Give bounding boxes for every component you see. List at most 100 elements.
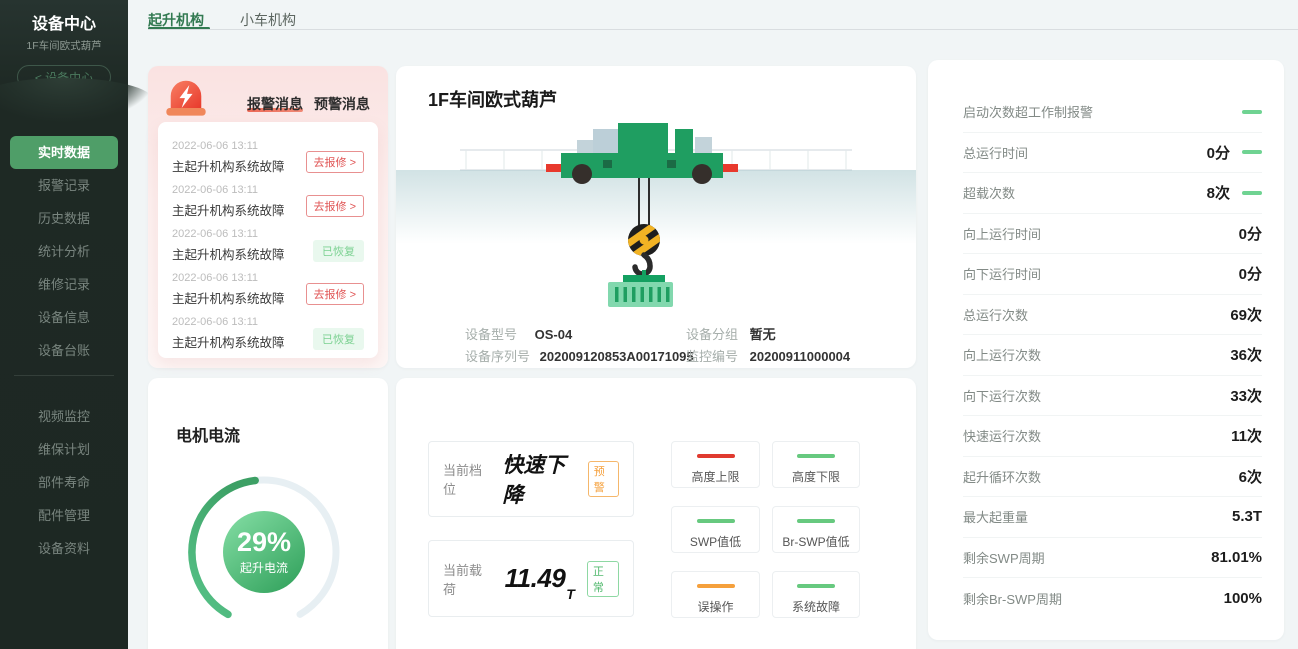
stats-label: 向下运行次数 xyxy=(963,388,1042,404)
tab-warning-messages[interactable]: 预警消息 xyxy=(314,96,370,112)
tab-hoist-mechanism[interactable]: 起升机构 xyxy=(148,12,204,28)
device-panel: 1F车间欧式葫芦 xyxy=(396,66,916,368)
sidebar-item-maintenance-plan[interactable]: 维保计划 xyxy=(37,442,90,457)
go-repair-button[interactable]: 去报修 > xyxy=(305,151,364,173)
status-tile-swp-low: SWP值低 xyxy=(671,506,760,553)
stats-label: 总运行次数 xyxy=(963,307,1029,323)
status-bar xyxy=(696,454,735,458)
status-bar xyxy=(797,519,835,523)
restored-badge: 已恢复 xyxy=(313,328,364,350)
tab-trolley-mechanism[interactable]: 小车机构 xyxy=(240,12,296,28)
status-tile-height-upper-limit: 高度上限 xyxy=(671,441,760,488)
stats-value: 0分 xyxy=(1238,225,1262,243)
stats-value: 36次 xyxy=(1230,347,1262,365)
stats-label: 启动次数超工作制报警 xyxy=(963,105,1094,121)
hoist-current-gauge xyxy=(188,476,340,619)
stats-label: 向上运行次数 xyxy=(963,348,1042,364)
sidebar-menu: 实时数据 报警记录 历史数据 统计分析 维修记录 设备信息 设备台账 视频监控 … xyxy=(0,136,128,565)
sidebar-item-history-data[interactable]: 历史数据 xyxy=(37,211,90,226)
alarm-list-item: 2022-06-06 13:11 主起升机构系统故障 去报修 > xyxy=(172,272,366,316)
stats-rows: 启动次数超工作制报警 总运行时间 0分 超载次数 8次 向上运行时间 0分 向下… xyxy=(963,92,1262,619)
hoist-crane-illustration xyxy=(396,123,916,307)
device-model-value: OS-04 xyxy=(534,327,573,342)
stats-value: 6次 xyxy=(1238,468,1262,486)
status-tile-label: Br-SWP值低 xyxy=(782,535,850,549)
status-tile-label: 高度上限 xyxy=(691,470,740,484)
restored-badge: 已恢复 xyxy=(313,240,364,262)
stats-value: 100% xyxy=(1223,589,1262,607)
status-tile-misoperation: 误操作 xyxy=(671,571,760,618)
stats-row: 向下运行时间 0分 xyxy=(963,254,1262,295)
stats-label: 最大起重量 xyxy=(963,510,1029,526)
sidebar-menu-secondary: 视频监控 维保计划 部件寿命 配件管理 设备资料 xyxy=(0,400,128,565)
tab-alarm-messages[interactable]: 报警消息 xyxy=(247,96,303,112)
run-statistics-panel: 启动次数超工作制报警 总运行时间 0分 超载次数 8次 向上运行时间 0分 向下… xyxy=(928,60,1284,640)
alarm-list-item: 2022-06-06 13:11 主起升机构系统故障 已恢复 xyxy=(172,316,366,358)
motor-current-panel: 电机电流 29% 起升电流 xyxy=(148,378,388,649)
sidebar-item-alarm-records[interactable]: 报警记录 xyxy=(37,178,90,193)
stats-label: 快速运行次数 xyxy=(963,429,1042,445)
sidebar-item-repair-records[interactable]: 维修记录 xyxy=(37,277,90,292)
go-repair-button[interactable]: 去报修 > xyxy=(305,195,364,217)
alarm-text: 主起升机构系统故障 xyxy=(172,292,285,306)
alarm-tab-underline xyxy=(247,108,303,112)
stats-label: 向上运行时间 xyxy=(963,226,1042,242)
sidebar-item-spare-parts[interactable]: 配件管理 xyxy=(37,508,90,523)
current-gear-box: 当前档位 快速下降 预警 xyxy=(428,441,634,517)
stats-row: 快速运行次数 11次 xyxy=(963,416,1262,457)
sidebar-item-realtime-data[interactable]: 实时数据 xyxy=(10,136,118,169)
normal-badge: 正常 xyxy=(586,560,619,597)
stats-row: 向下运行次数 33次 xyxy=(963,376,1262,416)
stats-row: 最大起重量 5.3T xyxy=(963,497,1262,538)
stats-value: 5.3T xyxy=(1231,508,1262,526)
sidebar-item-device-info[interactable]: 设备信息 xyxy=(37,310,90,325)
current-gear-label: 当前档位 xyxy=(443,463,483,497)
active-tab-underline xyxy=(148,27,210,30)
alarm-list: 2022-06-06 13:11 主起升机构系统故障 去报修 > 2022-06… xyxy=(158,122,378,358)
status-tile-br-swp-low: Br-SWP值低 xyxy=(772,506,860,553)
stats-row: 剩余Br-SWP周期 100% xyxy=(963,578,1262,619)
stats-row: 向上运行时间 0分 xyxy=(963,214,1262,254)
gauge-percent: 29% xyxy=(236,526,292,557)
alarm-time: 2022-06-06 13:11 xyxy=(172,272,259,284)
stats-label: 总运行时间 xyxy=(963,145,1029,161)
green-dash-indicator xyxy=(1242,109,1262,114)
stats-value: 81.01% xyxy=(1211,548,1262,566)
status-bar xyxy=(696,584,735,588)
status-tile-label: 误操作 xyxy=(697,600,734,614)
alarm-text: 主起升机构系统故障 xyxy=(172,160,285,174)
stats-value: 8次 xyxy=(1206,185,1230,203)
sidebar-item-part-life[interactable]: 部件寿命 xyxy=(37,475,90,490)
status-tile-system-fault: 系统故障 xyxy=(772,571,860,618)
current-gear-value: 快速下降 xyxy=(502,454,566,507)
status-tile-label: 高度下限 xyxy=(791,470,840,484)
device-group-value: 暂无 xyxy=(749,327,776,342)
sidebar-item-device-ledger[interactable]: 设备台账 xyxy=(37,343,90,358)
sidebar-arc-decoration xyxy=(0,78,153,122)
alarm-list-item: 2022-06-06 13:11 主起升机构系统故障 去报修 > xyxy=(172,184,366,228)
status-tile-label: SWP值低 xyxy=(689,535,742,549)
status-bar xyxy=(797,454,835,458)
current-load-value: 11.49 xyxy=(504,563,566,593)
app-title: 设备中心 xyxy=(31,16,96,33)
stats-row: 剩余SWP周期 81.01% xyxy=(963,538,1262,578)
alarm-text: 主起升机构系统故障 xyxy=(172,204,285,218)
sidebar-item-video-monitor[interactable]: 视频监控 xyxy=(37,409,90,424)
alarm-time: 2022-06-06 13:11 xyxy=(172,316,259,328)
current-load-unit: T xyxy=(566,586,575,602)
siren-icon xyxy=(166,80,206,116)
sidebar-item-device-docs[interactable]: 设备资料 xyxy=(37,541,90,556)
device-group-label: 设备分组 xyxy=(686,327,739,342)
stats-value: 33次 xyxy=(1230,387,1262,405)
alarm-panel: 报警消息 预警消息 2022-06-06 13:11 主起升机构系统故障 去报修… xyxy=(148,66,388,368)
device-model-field: 设备型号 OS-04 xyxy=(465,324,572,343)
stats-row: 总运行时间 0分 xyxy=(963,133,1262,173)
stats-value: 0分 xyxy=(1238,266,1262,284)
operation-status-panel: 当前档位 快速下降 预警 当前载荷 11.49 T 正常 高度上限 高度下限 S… xyxy=(396,378,916,649)
go-repair-button[interactable]: 去报修 > xyxy=(305,283,364,305)
alarm-list-item: 2022-06-06 13:11 主起升机构系统故障 去报修 > xyxy=(172,140,366,184)
sidebar-item-statistics[interactable]: 统计分析 xyxy=(37,244,90,259)
green-dash-indicator xyxy=(1242,150,1262,155)
status-tile-height-lower-limit: 高度下限 xyxy=(772,441,860,488)
